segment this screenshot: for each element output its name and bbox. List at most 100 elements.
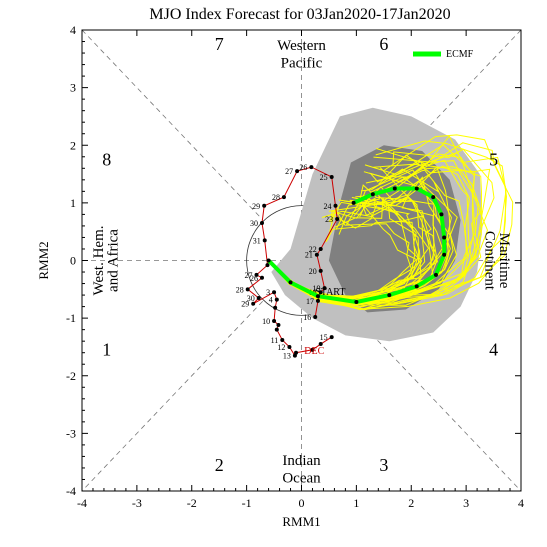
observed-point <box>262 238 267 243</box>
observed-day-label: 27 <box>285 167 293 176</box>
forecast-point <box>414 284 419 289</box>
ensemble-member-line <box>268 134 514 310</box>
observed-point <box>314 252 319 257</box>
ensemble-member-line <box>268 201 422 298</box>
observed-day-label: 28 <box>236 285 244 294</box>
start-marker-label: START <box>315 287 345 298</box>
observed-point <box>265 263 270 268</box>
forecast-point <box>288 280 293 285</box>
observed-day-label: 11 <box>271 336 279 345</box>
observed-point <box>315 298 320 303</box>
phase-label-2: 2 <box>215 455 224 475</box>
ensemble-member-line <box>268 142 507 310</box>
legend-label-ecmf: ECMF <box>446 49 474 60</box>
observed-point <box>295 169 300 174</box>
forecast-point <box>433 272 438 277</box>
forecast-point <box>354 299 359 304</box>
observed-point <box>251 301 256 306</box>
observed-point <box>259 275 264 280</box>
observed-point <box>262 203 267 208</box>
x-tick-label: 2 <box>408 496 414 510</box>
x-tick-label: -3 <box>132 496 142 510</box>
observed-day-label: 19 <box>313 284 321 293</box>
x-tick-label: 4 <box>518 496 524 510</box>
observed-day-label: 29 <box>252 202 260 211</box>
region-label-maritime: Maritime <box>496 233 512 289</box>
region-label-ocean: Ocean <box>282 470 321 486</box>
x-tick-label: -2 <box>187 496 197 510</box>
observed-day-label: 24 <box>324 202 332 211</box>
observed-day-label: 26 <box>299 163 307 172</box>
forecast-point <box>315 294 320 299</box>
forecast-point <box>439 212 444 217</box>
observed-day-label: 30 <box>247 294 255 303</box>
observed-point <box>281 195 286 200</box>
phase-label-3: 3 <box>379 455 388 475</box>
x-tick-label: -1 <box>242 496 252 510</box>
observed-point <box>292 353 297 358</box>
phase-label-8: 8 <box>102 149 111 169</box>
region-label-western: Western <box>277 38 326 54</box>
observed-day-label: 10 <box>262 317 270 326</box>
observed-point <box>259 221 264 226</box>
phase-label-6: 6 <box>379 34 388 54</box>
y-tick-label: 2 <box>70 138 76 152</box>
x-axis-label: RMM1 <box>282 514 320 529</box>
y-tick-label: 1 <box>70 196 76 210</box>
forecast-point <box>431 195 436 200</box>
observed-day-label: 15 <box>320 333 328 342</box>
legend: ECMF <box>413 49 474 60</box>
y-tick-label: 0 <box>70 254 76 268</box>
ensemble-member-line <box>268 194 426 299</box>
observed-point <box>329 174 334 179</box>
region-label-pacific: Pacific <box>281 55 323 71</box>
observed-point <box>287 344 292 349</box>
observed-point <box>273 305 278 310</box>
divider-diagonal-sw <box>81 300 263 492</box>
y-tick-label: -3 <box>66 426 76 440</box>
observed-point <box>310 347 315 352</box>
dec-marker-label: DEC <box>304 346 324 357</box>
observed-point <box>256 295 261 300</box>
forecast-point <box>414 186 419 191</box>
y-tick-label: 4 <box>70 23 76 37</box>
observed-point <box>280 338 285 343</box>
y-tick-label: -1 <box>66 311 76 325</box>
x-tick-label: 3 <box>463 496 469 510</box>
observed-day-label: 28 <box>272 193 280 202</box>
region-label-continent: Continent <box>481 231 497 291</box>
y-tick-label: 3 <box>70 81 76 95</box>
divider-diagonal-nw <box>81 29 263 221</box>
y-axis-label: RMM2 <box>36 241 51 279</box>
observed-point <box>313 314 318 319</box>
forecast-point <box>370 192 375 197</box>
phase-label-7: 7 <box>215 34 224 54</box>
phase-label-5: 5 <box>489 149 498 169</box>
forecast-point <box>387 293 392 298</box>
observed-day-label: 29 <box>241 300 249 309</box>
observed-point <box>274 297 279 302</box>
y-tick-label: -4 <box>66 484 76 498</box>
y-tick-label: -2 <box>66 369 76 383</box>
observed-point <box>318 268 323 273</box>
observed-point <box>245 287 250 292</box>
observed-day-label: 30 <box>250 219 258 228</box>
divider-diagonal-se <box>340 300 522 492</box>
observed-point <box>329 335 334 340</box>
observed-point <box>318 290 323 295</box>
observed-day-label: 20 <box>309 267 317 276</box>
observed-point <box>272 319 277 324</box>
observed-point <box>318 246 323 251</box>
observed-point <box>322 286 327 291</box>
phase-labels: 1 2 3 4 5 6 7 8 <box>102 34 498 475</box>
observed-point <box>254 272 259 277</box>
x-tick-label: -4 <box>77 496 87 510</box>
observed-day-label: 27 <box>245 271 253 280</box>
observed-day-label: 3 <box>266 288 270 297</box>
forecast-point <box>442 235 447 240</box>
observed-point <box>335 217 340 222</box>
forecast-point <box>351 200 356 205</box>
ensemble-member-line <box>268 161 483 305</box>
